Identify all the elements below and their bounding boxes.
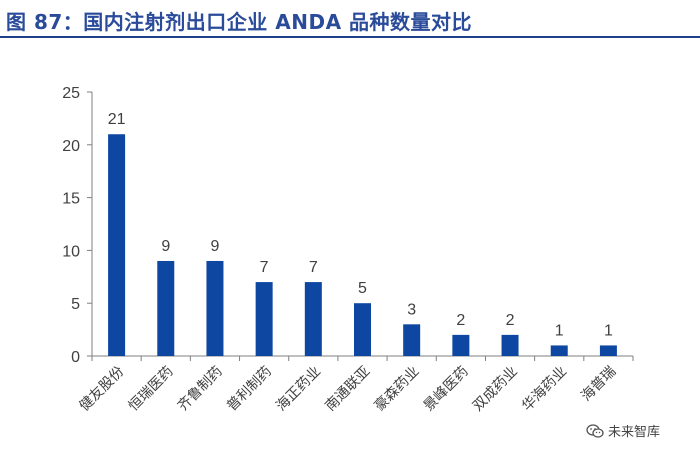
data-label: 1 [555,322,564,339]
x-tick-labels: 健友股份恒瑞医药齐鲁制药普利制药海正药业南通联亚豪森药业景峰医药双成药业华海药业… [77,364,620,415]
bar [550,345,568,356]
bar [157,260,175,356]
x-tick-label: 恒瑞医药 [126,364,177,415]
bar [501,334,519,356]
bar [452,334,470,356]
data-label: 1 [604,322,613,339]
y-tick-label: 10 [62,243,80,260]
bars [108,134,617,356]
y-tick-label: 5 [71,296,80,313]
watermark: 未来智库 [586,421,660,440]
data-label: 3 [407,301,416,318]
data-label: 5 [358,280,367,297]
data-label: 9 [161,238,170,255]
x-tick-label: 华海药业 [519,364,570,415]
bar [354,303,371,356]
x-tick-label: 齐鲁制药 [175,364,226,415]
x-tick-label: 双成药业 [470,364,521,415]
data-label: 21 [108,111,126,128]
y-tick-label: 25 [62,85,80,102]
x-axis [91,355,634,361]
bar [255,282,273,356]
y-tick-label: 20 [62,138,80,155]
y-tick-label: 15 [62,191,80,208]
x-tick-label: 海普瑞 [578,364,619,405]
bar [108,134,126,356]
y-axis: 0 5 10 15 20 25 [62,85,93,366]
x-tick-label: 景峰医药 [421,364,472,415]
data-label: 2 [506,312,515,329]
figure-title-bar: 图 87：国内注射剂出口企业 ANDA 品种数量对比 [0,0,700,38]
bar [206,260,224,356]
bar [304,282,322,356]
bar [599,345,617,356]
wechat-icon [586,423,604,438]
data-label: 7 [260,259,269,276]
x-tick-label: 普利制药 [224,364,275,415]
x-tick-label: 豪森药业 [372,364,423,415]
x-tick-label: 健友股份 [77,364,128,415]
x-tick-label: 海正药业 [273,364,324,415]
watermark-text: 未来智库 [608,425,661,440]
bar [403,324,421,356]
figure-title: 图 87：国内注射剂出口企业 ANDA 品种数量对比 [6,10,473,34]
data-label: 9 [211,238,220,255]
x-tick-label: 南通联亚 [322,364,373,415]
y-tick-label: 0 [71,349,80,366]
data-label: 7 [309,259,318,276]
data-label: 2 [456,312,465,329]
